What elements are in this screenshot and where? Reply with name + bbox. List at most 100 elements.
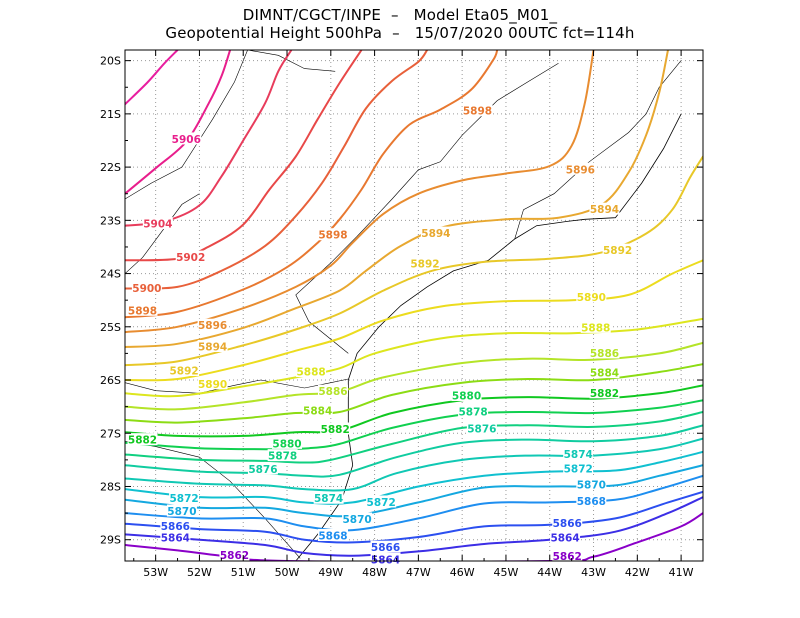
contour-label-bg bbox=[580, 320, 611, 333]
contour-label: 5872 bbox=[367, 497, 396, 509]
contour-label: 5890 bbox=[577, 292, 606, 304]
contour-label: 5872 bbox=[169, 493, 198, 505]
contour-label: 5888 bbox=[296, 367, 325, 379]
contour-label-bg bbox=[313, 491, 344, 504]
y-tick-label: 22S bbox=[100, 161, 121, 174]
contour-label-bg bbox=[131, 281, 162, 294]
contour-label-bg bbox=[317, 528, 348, 541]
contour-label-bg bbox=[302, 403, 333, 416]
chart-title: DIMNT/CGCT/INPE – Model Eta05_M01_ Geopo… bbox=[0, 6, 800, 42]
contour-label-bg bbox=[589, 366, 620, 379]
contour-label: 5882 bbox=[321, 424, 350, 436]
contour-label-bg bbox=[552, 516, 583, 529]
contour-label-bg bbox=[576, 494, 607, 507]
contour-label-bg bbox=[166, 504, 197, 517]
contour-label-bg bbox=[462, 104, 493, 117]
contour-label-bg bbox=[550, 531, 581, 544]
y-tick-label: 23S bbox=[100, 214, 121, 227]
contour-label-bg bbox=[552, 549, 583, 562]
contour-label-bg bbox=[175, 250, 206, 263]
contour-label-bg bbox=[320, 422, 351, 435]
contour-label-bg bbox=[296, 365, 327, 378]
contour-label: 5864 bbox=[371, 554, 400, 566]
contour-label: 5886 bbox=[590, 348, 619, 360]
contour-label-bg bbox=[317, 384, 348, 397]
contour-label: 5900 bbox=[132, 283, 161, 295]
contour-label: 5886 bbox=[318, 386, 347, 398]
contour-5896 bbox=[125, 50, 595, 334]
contour-label: 5880 bbox=[272, 438, 301, 450]
contour-label: 5868 bbox=[318, 530, 347, 542]
x-tick-label: 43W bbox=[581, 566, 606, 579]
contour-label: 5870 bbox=[577, 479, 606, 491]
contour-label-bg bbox=[317, 228, 348, 241]
contour-5884 bbox=[125, 363, 703, 424]
contour-label: 5882 bbox=[590, 388, 619, 400]
contour-label-bg bbox=[267, 449, 298, 462]
contour-label: 5902 bbox=[176, 252, 205, 264]
contour-5900 bbox=[125, 50, 429, 290]
contour-5906 bbox=[125, 50, 232, 195]
contour-label: 5894 bbox=[421, 228, 450, 240]
contour-5892 bbox=[125, 155, 703, 367]
x-tick-label: 52W bbox=[187, 566, 212, 579]
contour-label-bg bbox=[247, 462, 278, 475]
contour-label-bg bbox=[409, 256, 440, 269]
contour-5878 bbox=[125, 411, 703, 464]
contour-5870 bbox=[125, 464, 703, 518]
contour-label: 5862 bbox=[553, 551, 582, 563]
contour-label: 5878 bbox=[458, 406, 487, 418]
contour-label: 5904 bbox=[143, 219, 172, 231]
contour-labels: 5862 586258645864586458665866586658685868… bbox=[127, 104, 633, 566]
x-tick-label: 49W bbox=[318, 566, 343, 579]
contour-5868 bbox=[125, 474, 703, 532]
contour-label: 5862 bbox=[220, 550, 249, 562]
contour-label-bg bbox=[142, 217, 173, 230]
contour-label: 5892 bbox=[603, 245, 632, 257]
contour-label: 5884 bbox=[590, 368, 619, 380]
contour-5880 bbox=[125, 399, 703, 451]
contour-label-bg bbox=[197, 377, 228, 390]
title-line-2: Geopotential Height 500hPa – 15/07/2020 … bbox=[165, 24, 635, 42]
contour-label-bg bbox=[197, 340, 228, 353]
x-tick-label: 48W bbox=[362, 566, 387, 579]
contour-5874 bbox=[125, 437, 703, 492]
y-tick-label: 20S bbox=[100, 55, 121, 68]
y-tick-label: 25S bbox=[100, 321, 121, 334]
contour-label-bg bbox=[602, 243, 633, 256]
x-tick-label: 45W bbox=[494, 566, 519, 579]
contour-label: 5898 bbox=[128, 305, 157, 317]
contour-label-bg bbox=[127, 303, 158, 316]
contour-label: 5880 bbox=[452, 390, 481, 402]
plot-background bbox=[125, 50, 703, 561]
y-tick-label: 26S bbox=[100, 374, 121, 387]
x-tick-label: 44W bbox=[537, 566, 562, 579]
contour-label-bg bbox=[169, 363, 200, 376]
plot-frame bbox=[124, 49, 704, 562]
contour-label-bg bbox=[589, 346, 620, 359]
title-line-1: DIMNT/CGCT/INPE – Model Eta05_M01_ bbox=[242, 6, 558, 24]
contour-label: 5898 bbox=[463, 106, 492, 118]
contour-label-bg bbox=[589, 202, 620, 215]
contour-label: 5894 bbox=[590, 204, 619, 216]
contour-label: 5896 bbox=[566, 164, 595, 176]
contour-label: 5864 bbox=[550, 533, 579, 545]
x-tick-label: 51W bbox=[231, 566, 256, 579]
contour-label: 5870 bbox=[342, 514, 371, 526]
contour-label: 5876 bbox=[248, 464, 277, 476]
state-border bbox=[295, 63, 559, 354]
state-border bbox=[125, 193, 200, 274]
contour-label: 5870 bbox=[167, 506, 196, 518]
contour-label: 5906 bbox=[172, 134, 201, 146]
contour-label-bg bbox=[342, 512, 373, 525]
contour-label: 5878 bbox=[268, 451, 297, 463]
contour-label-bg bbox=[370, 540, 401, 553]
contour-label-bg bbox=[563, 461, 594, 474]
contour-label-bg bbox=[458, 404, 489, 417]
x-tick-label: 47W bbox=[406, 566, 431, 579]
x-tick-label: 50W bbox=[275, 566, 300, 579]
y-tick-label: 24S bbox=[100, 268, 121, 281]
contour-5876 bbox=[125, 424, 703, 478]
contour-label-bg bbox=[576, 290, 607, 303]
